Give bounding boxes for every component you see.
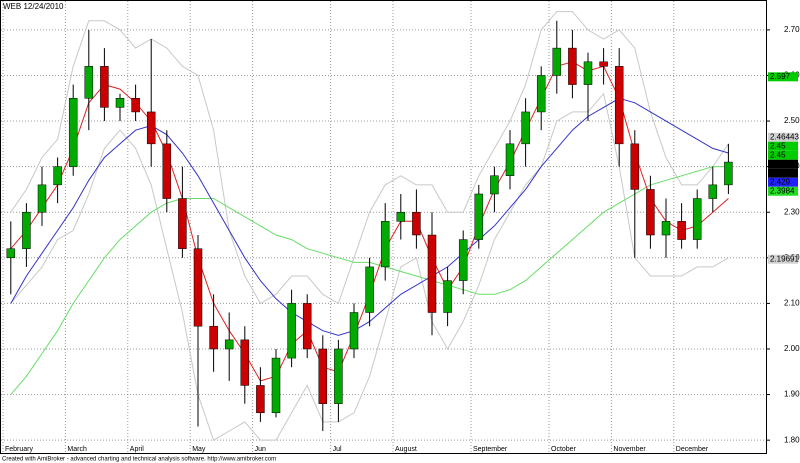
x-tick-label: March bbox=[67, 446, 87, 453]
candle-body bbox=[287, 303, 296, 359]
price-label-box bbox=[768, 177, 798, 187]
candle-body bbox=[521, 111, 530, 145]
candle-body bbox=[724, 161, 733, 186]
y-tick-label: 2.700 bbox=[784, 25, 800, 34]
candle-body bbox=[100, 66, 109, 108]
price-label-box bbox=[768, 254, 798, 264]
candle-body bbox=[708, 184, 718, 199]
x-tick-label: Jul bbox=[333, 446, 342, 453]
candle-body bbox=[677, 221, 686, 240]
candle-body bbox=[22, 211, 31, 249]
chart-title: WEB 12/24/2010 bbox=[3, 2, 64, 11]
price-label: 2.45 bbox=[770, 150, 786, 159]
candle-body bbox=[131, 98, 140, 113]
candle-body bbox=[162, 143, 172, 199]
x-tick-label: May bbox=[192, 446, 206, 453]
candle-body bbox=[115, 98, 125, 108]
x-tick-label: April bbox=[130, 446, 144, 453]
x-tick-label: December bbox=[676, 446, 709, 453]
candle-body bbox=[568, 47, 577, 85]
x-tick-label: November bbox=[613, 446, 646, 453]
candle-body bbox=[146, 111, 156, 145]
y-tick-label: 1.800 bbox=[784, 435, 800, 444]
price-label: 2.429 bbox=[770, 177, 791, 186]
candle-body bbox=[365, 266, 374, 313]
indicator-line bbox=[10, 11, 729, 305]
candle-body bbox=[224, 339, 234, 350]
price-label-box bbox=[768, 159, 798, 169]
candle-body bbox=[240, 339, 250, 386]
x-tick-label: Jun bbox=[255, 446, 266, 453]
x-tick-label: September bbox=[473, 446, 508, 453]
candle-body bbox=[349, 312, 359, 350]
price-label-box bbox=[768, 141, 798, 151]
x-tick-label: August bbox=[395, 446, 417, 453]
indicator-line bbox=[10, 92, 729, 441]
candle-body bbox=[490, 175, 499, 195]
candle-body bbox=[458, 239, 468, 281]
footer: Created with AmiBroker - advanced charti… bbox=[2, 457, 276, 463]
candle-body bbox=[380, 221, 390, 268]
x-tick-label: February bbox=[5, 446, 34, 453]
candle-body bbox=[302, 303, 312, 350]
candle-body bbox=[396, 211, 406, 222]
price-label: 2.19691 bbox=[770, 254, 799, 263]
price-label-box bbox=[768, 132, 798, 142]
candle-body bbox=[37, 184, 47, 213]
candle-body bbox=[193, 248, 203, 327]
candle-body bbox=[6, 248, 16, 259]
candle-body bbox=[318, 348, 328, 404]
candle-body bbox=[256, 385, 265, 414]
candle-body bbox=[84, 66, 94, 99]
candle-body bbox=[692, 198, 702, 240]
price-label-box bbox=[768, 168, 798, 178]
candle-body bbox=[474, 193, 484, 240]
candle-body bbox=[661, 221, 671, 236]
candle-body bbox=[427, 234, 437, 313]
candle-body bbox=[630, 143, 640, 190]
price-label: 2.45 bbox=[770, 159, 786, 168]
candle-body bbox=[614, 66, 624, 145]
candle-body bbox=[271, 357, 281, 414]
price-label: 2.45 bbox=[770, 168, 786, 177]
candle-body bbox=[178, 198, 187, 249]
price-label: 2.46443 bbox=[770, 132, 799, 141]
candle-body bbox=[412, 211, 421, 236]
price-label: 2.45 bbox=[770, 141, 786, 150]
y-tick-label: 2.300 bbox=[784, 207, 800, 216]
candle-body bbox=[599, 61, 608, 67]
candle-body bbox=[443, 280, 452, 313]
candle-body bbox=[583, 61, 593, 85]
y-tick-label: 1.900 bbox=[784, 390, 800, 399]
candle-body bbox=[505, 143, 515, 177]
price-label-box bbox=[768, 150, 798, 160]
candle-body bbox=[334, 348, 343, 404]
price-label-box bbox=[768, 72, 798, 82]
candle-body bbox=[552, 47, 562, 76]
price-label: 2.597 bbox=[770, 72, 791, 81]
y-tick-label: 2.000 bbox=[784, 344, 800, 353]
candle-body bbox=[209, 325, 218, 350]
candle-body bbox=[53, 166, 62, 186]
candle-body bbox=[68, 98, 78, 167]
y-tick-label: 2.100 bbox=[784, 299, 800, 308]
x-tick-label: October bbox=[551, 446, 577, 453]
price-label: 2.3984 bbox=[770, 186, 795, 195]
candle-body bbox=[646, 189, 655, 236]
candle-body bbox=[536, 75, 546, 113]
y-tick-label: 2.500 bbox=[784, 116, 800, 125]
price-label-box bbox=[768, 186, 798, 196]
